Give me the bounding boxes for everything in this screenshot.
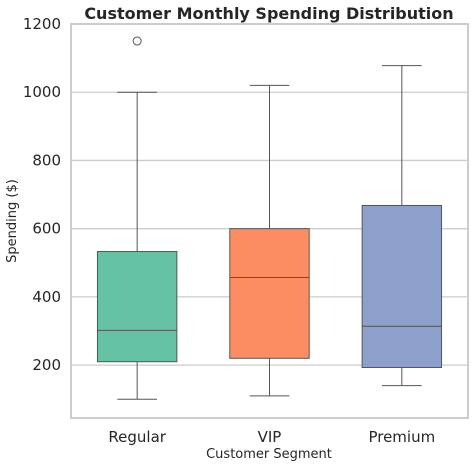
iqr-box xyxy=(229,228,310,359)
x-axis-title: Customer Segment xyxy=(206,447,332,462)
iqr-box xyxy=(361,204,443,369)
outlier-point xyxy=(132,36,142,46)
box-layer xyxy=(96,36,443,400)
y-tick-label: 400 xyxy=(32,288,61,306)
y-tick-label: 800 xyxy=(32,151,61,169)
box-vip xyxy=(229,84,310,397)
x-tick-label: Premium xyxy=(368,428,435,446)
x-tick-label: VIP xyxy=(258,428,282,446)
y-tick-label: 600 xyxy=(32,220,61,238)
box-regular xyxy=(96,36,178,400)
chart-title: Customer Monthly Spending Distribution xyxy=(84,4,453,23)
y-tick-label: 1000 xyxy=(23,83,61,101)
y-axis-title: Spending ($) xyxy=(5,179,20,263)
y-tick-label: 200 xyxy=(32,356,61,374)
y-tick-label: 1200 xyxy=(23,15,61,33)
iqr-box xyxy=(96,251,178,363)
tick-labels: 200 400 600 800 1000 1200 Regular VIP Premium xyxy=(23,15,435,446)
plot-frame xyxy=(70,23,469,419)
x-tick-label: Regular xyxy=(108,428,166,446)
box-premium xyxy=(361,65,443,387)
